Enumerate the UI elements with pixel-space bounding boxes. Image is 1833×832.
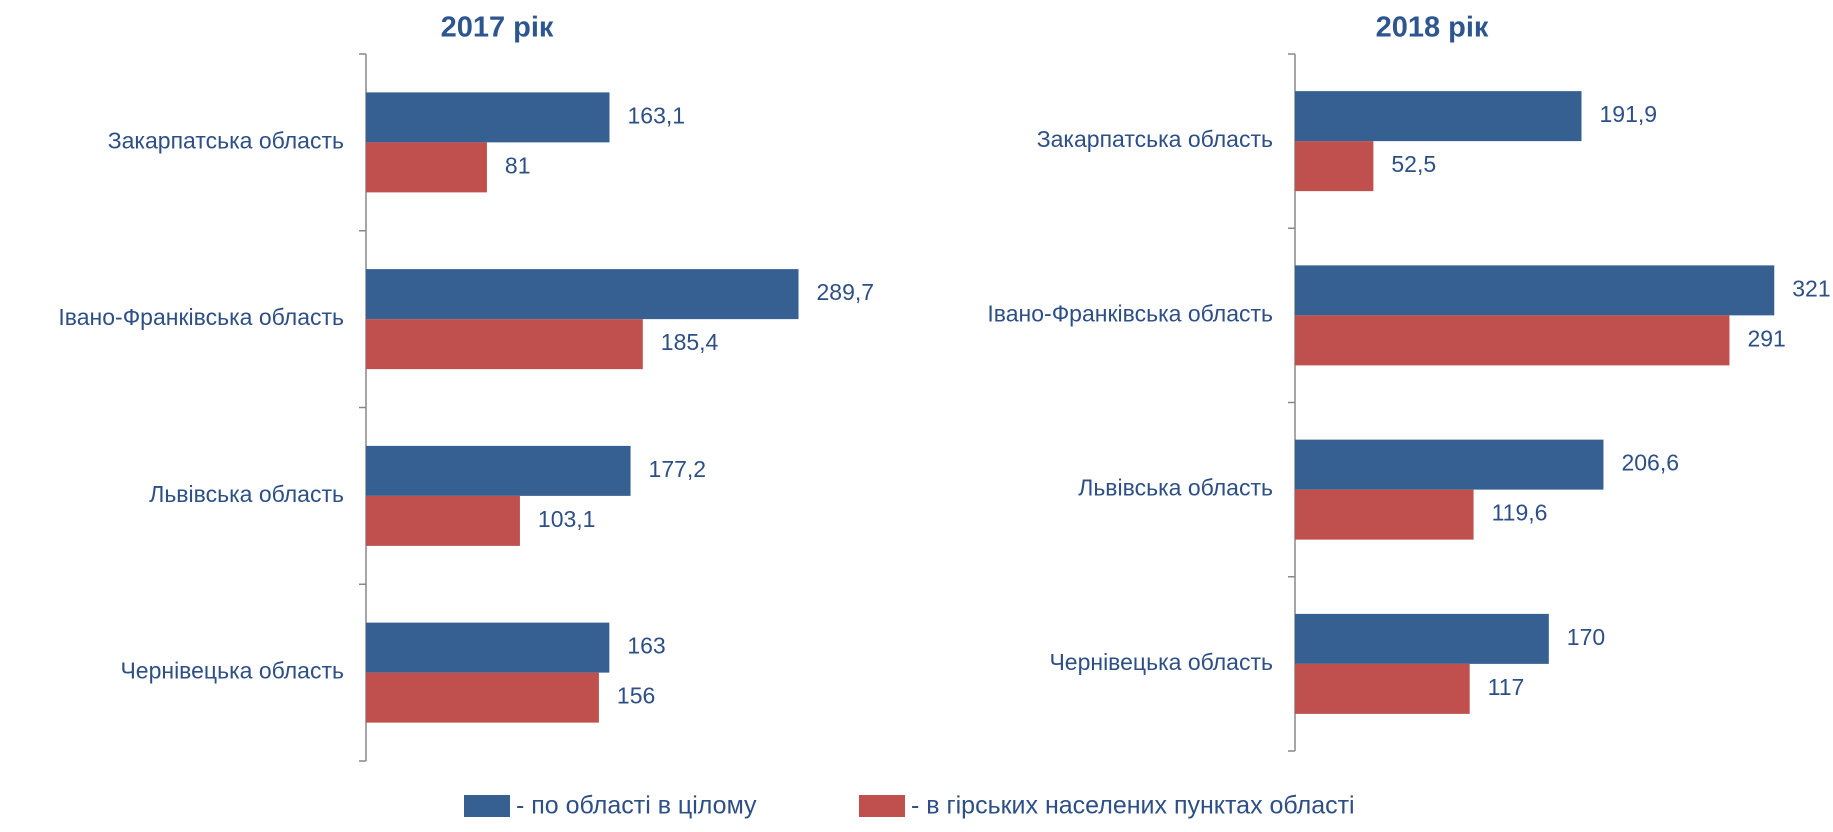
bar [1295, 489, 1474, 540]
chart-title: 2018 рік [1376, 12, 1489, 44]
category-label: Львівська область [1078, 475, 1273, 501]
legend-label: - в гірських населених пунктах області [911, 792, 1355, 820]
chart-title: 2017 рік [441, 12, 554, 44]
legend-label: - по області в цілому [516, 792, 757, 820]
bar [366, 445, 631, 496]
value-label: 191,9 [1600, 101, 1658, 127]
value-label: 119,6 [1492, 500, 1548, 526]
value-label: 81 [505, 152, 531, 178]
category-label: Чернівецька область [1049, 649, 1273, 675]
legend-swatch [464, 795, 510, 817]
category-label: Львівська область [149, 481, 344, 507]
category-label: Закарпатська область [1037, 126, 1273, 152]
value-label: 177,2 [649, 456, 707, 482]
category-label: Чернівецька область [120, 658, 344, 684]
bar [1295, 141, 1374, 192]
value-label: 291 [1747, 325, 1785, 351]
bar [1295, 663, 1470, 714]
bar [366, 92, 610, 143]
value-label: 321 [1792, 275, 1830, 301]
value-label: 185,4 [661, 329, 719, 355]
bar [366, 319, 643, 370]
bar [366, 622, 610, 673]
bar [366, 495, 520, 546]
value-label: 163,1 [628, 102, 686, 128]
value-label: 117 [1488, 674, 1525, 700]
legend-swatch [859, 795, 905, 817]
value-label: 206,6 [1621, 450, 1679, 476]
bar [1295, 91, 1582, 142]
value-label: 156 [617, 683, 655, 709]
bar [1295, 613, 1549, 664]
bar [1295, 315, 1730, 366]
bar [1295, 265, 1775, 316]
value-label: 103,1 [538, 506, 596, 532]
category-label: Івано-Франківська область [58, 304, 344, 330]
value-label: 170 [1567, 624, 1605, 650]
value-label: 52,5 [1391, 151, 1436, 177]
bar [366, 269, 799, 320]
bar [1295, 439, 1604, 490]
bar [366, 142, 487, 193]
bar [366, 672, 599, 723]
category-label: Закарпатська область [108, 127, 344, 153]
value-label: 163 [627, 633, 665, 659]
category-label: Івано-Франківська область [987, 300, 1273, 326]
value-label: 289,7 [817, 279, 875, 305]
